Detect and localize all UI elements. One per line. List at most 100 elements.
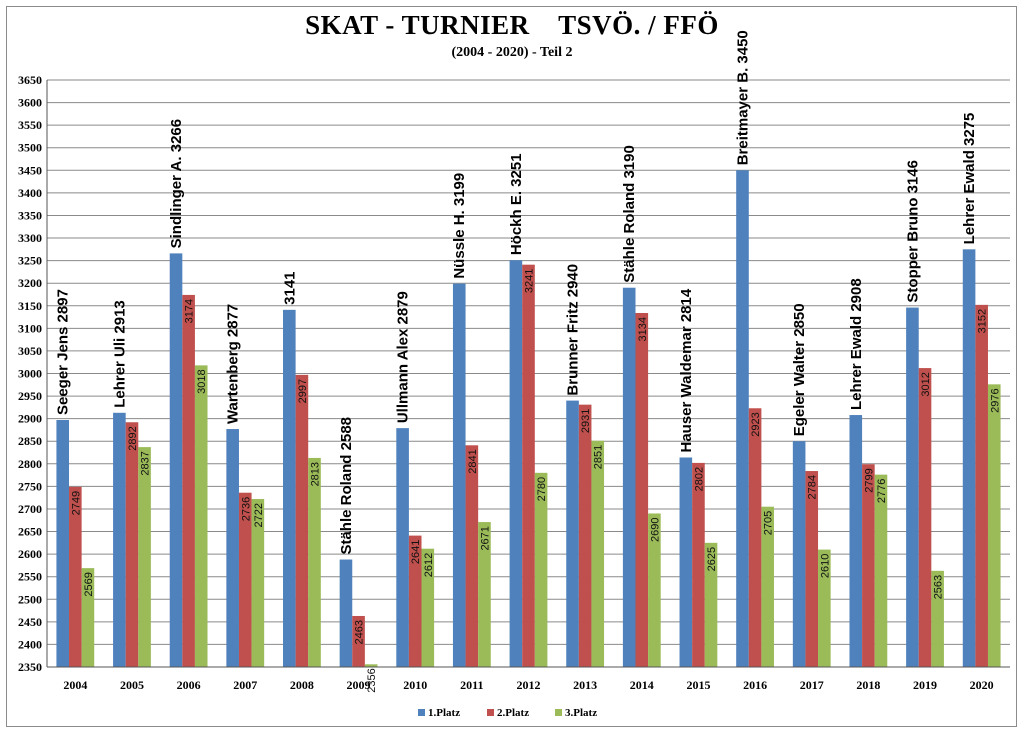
data-label: 2705 — [763, 511, 775, 535]
bar-3.Platz-2014 — [648, 513, 661, 667]
bar-3.Platz-2011 — [478, 522, 491, 667]
chart-title: SKAT - TURNIER TSVÖ. / FFÖ — [305, 10, 719, 40]
winner-label: Stähle Roland 3190 — [621, 145, 638, 283]
y-tick-label: 2950 — [18, 389, 42, 403]
x-tick-label: 2009 — [347, 678, 371, 692]
bar-2.Platz-2010 — [408, 535, 422, 667]
data-label: 2463 — [354, 620, 366, 644]
y-tick-label: 2400 — [18, 637, 42, 651]
y-tick-label: 2900 — [18, 412, 42, 426]
x-tick-label: 2010 — [403, 678, 427, 692]
winner-label: Brunner Fritz 2940 — [565, 264, 582, 396]
x-tick-label: 2008 — [290, 678, 314, 692]
x-tick-label: 2017 — [800, 678, 824, 692]
bar-3.Platz-2017 — [818, 549, 831, 667]
winner-label: Lehrer Uli 2913 — [111, 300, 128, 408]
bar-1.Platz-2008 — [283, 309, 296, 667]
x-tick-label: 2016 — [743, 678, 767, 692]
winner-label: Ullmann Alex 2879 — [395, 291, 412, 423]
bar-2.Platz-2005 — [125, 422, 139, 667]
bar-3.Platz-2007 — [251, 499, 265, 667]
bar-2.Platz-2009 — [352, 615, 365, 667]
data-label: 2802 — [693, 467, 705, 491]
bar-1.Platz-2015 — [679, 457, 693, 667]
bar-3.Platz-2013 — [591, 440, 605, 667]
data-label: 2722 — [253, 503, 265, 527]
bar-1.Platz-2009 — [339, 559, 353, 667]
data-label: 2780 — [536, 477, 548, 501]
bar-2.Platz-2019 — [918, 368, 932, 667]
bar-1.Platz-2013 — [566, 400, 579, 667]
bar-2.Platz-2014 — [635, 312, 649, 667]
data-label: 3174 — [184, 299, 196, 323]
data-label: 2784 — [807, 475, 819, 499]
x-tick-label: 2004 — [63, 678, 87, 692]
bar-2.Platz-2007 — [238, 492, 252, 667]
legend-label: 3.Platz — [565, 707, 597, 719]
bar-2.Platz-2015 — [692, 462, 705, 667]
y-tick-label: 3000 — [18, 367, 42, 381]
data-label: 3152 — [977, 309, 989, 333]
data-label: 2641 — [410, 540, 422, 564]
y-tick-label: 3350 — [18, 208, 42, 222]
data-label: 2610 — [819, 554, 831, 578]
bar-2.Platz-2013 — [578, 404, 592, 667]
data-label: 3134 — [637, 317, 649, 341]
x-tick-label: 2006 — [177, 678, 201, 692]
winner-label: Lehrer Ewald 2908 — [848, 278, 865, 410]
bar-1.Platz-2004 — [56, 420, 70, 667]
bar-2.Platz-2020 — [975, 304, 988, 667]
bar-1.Platz-2007 — [226, 429, 239, 667]
y-tick-label: 3250 — [18, 254, 42, 268]
bar-3.Platz-2005 — [138, 447, 151, 667]
y-tick-label: 2750 — [18, 479, 42, 493]
bar-1.Platz-2012 — [509, 260, 523, 667]
data-label: 3241 — [524, 269, 536, 293]
data-label: 2671 — [479, 526, 491, 550]
y-tick-label: 2500 — [18, 592, 42, 606]
x-tick-label: 2005 — [120, 678, 144, 692]
winner-label: Lehrer Ewald 3275 — [961, 113, 978, 245]
data-label: 2563 — [933, 575, 945, 599]
x-tick-label: 2013 — [573, 678, 597, 692]
winner-label: Hauser Waldemar 2814 — [678, 288, 695, 452]
bar-3.Platz-2018 — [874, 474, 888, 667]
bar-3.Platz-2015 — [704, 542, 718, 667]
bar-2.Platz-2018 — [862, 464, 875, 667]
data-label: 2690 — [649, 517, 661, 541]
y-tick-label: 3300 — [18, 231, 42, 245]
x-tick-label: 2015 — [686, 678, 710, 692]
winner-label: Wartenberg 2877 — [225, 304, 242, 424]
data-label: 2736 — [240, 497, 252, 521]
x-tick-label: 2012 — [517, 678, 541, 692]
bar-1.Platz-2010 — [396, 428, 409, 667]
y-tick-label: 2700 — [18, 502, 42, 516]
bar-3.Platz-2020 — [987, 384, 1001, 667]
data-label: 2851 — [593, 445, 605, 469]
bar-3.Platz-2006 — [194, 365, 208, 667]
x-tick-label: 2020 — [970, 678, 994, 692]
data-label: 3012 — [920, 372, 932, 396]
bar-2.Platz-2004 — [69, 486, 82, 667]
bar-1.Platz-2019 — [906, 307, 919, 667]
y-tick-label: 3050 — [18, 344, 42, 358]
y-tick-label: 2600 — [18, 547, 42, 561]
bar-1.Platz-2018 — [849, 415, 863, 667]
winner-label: Egeler Walter 2850 — [791, 303, 808, 436]
data-label: 2841 — [467, 449, 479, 473]
bar-2.Platz-2016 — [748, 408, 762, 667]
x-tick-label: 2011 — [460, 678, 483, 692]
y-tick-label: 2350 — [18, 660, 42, 674]
winner-label: Breitmayer B. 3450 — [734, 30, 751, 165]
bar-2.Platz-2008 — [295, 374, 309, 667]
winner-label: Sindlinger A. 3266 — [168, 119, 185, 248]
bar-3.Platz-2019 — [931, 570, 944, 667]
winner-label: Seeger Jens 2897 — [55, 289, 72, 415]
data-label: 2776 — [876, 479, 888, 503]
bar-2.Platz-2012 — [522, 264, 535, 667]
bar-1.Platz-2011 — [452, 283, 466, 667]
data-label: 2892 — [127, 426, 139, 450]
bar-1.Platz-2005 — [113, 412, 126, 667]
data-label: 2569 — [83, 572, 95, 596]
